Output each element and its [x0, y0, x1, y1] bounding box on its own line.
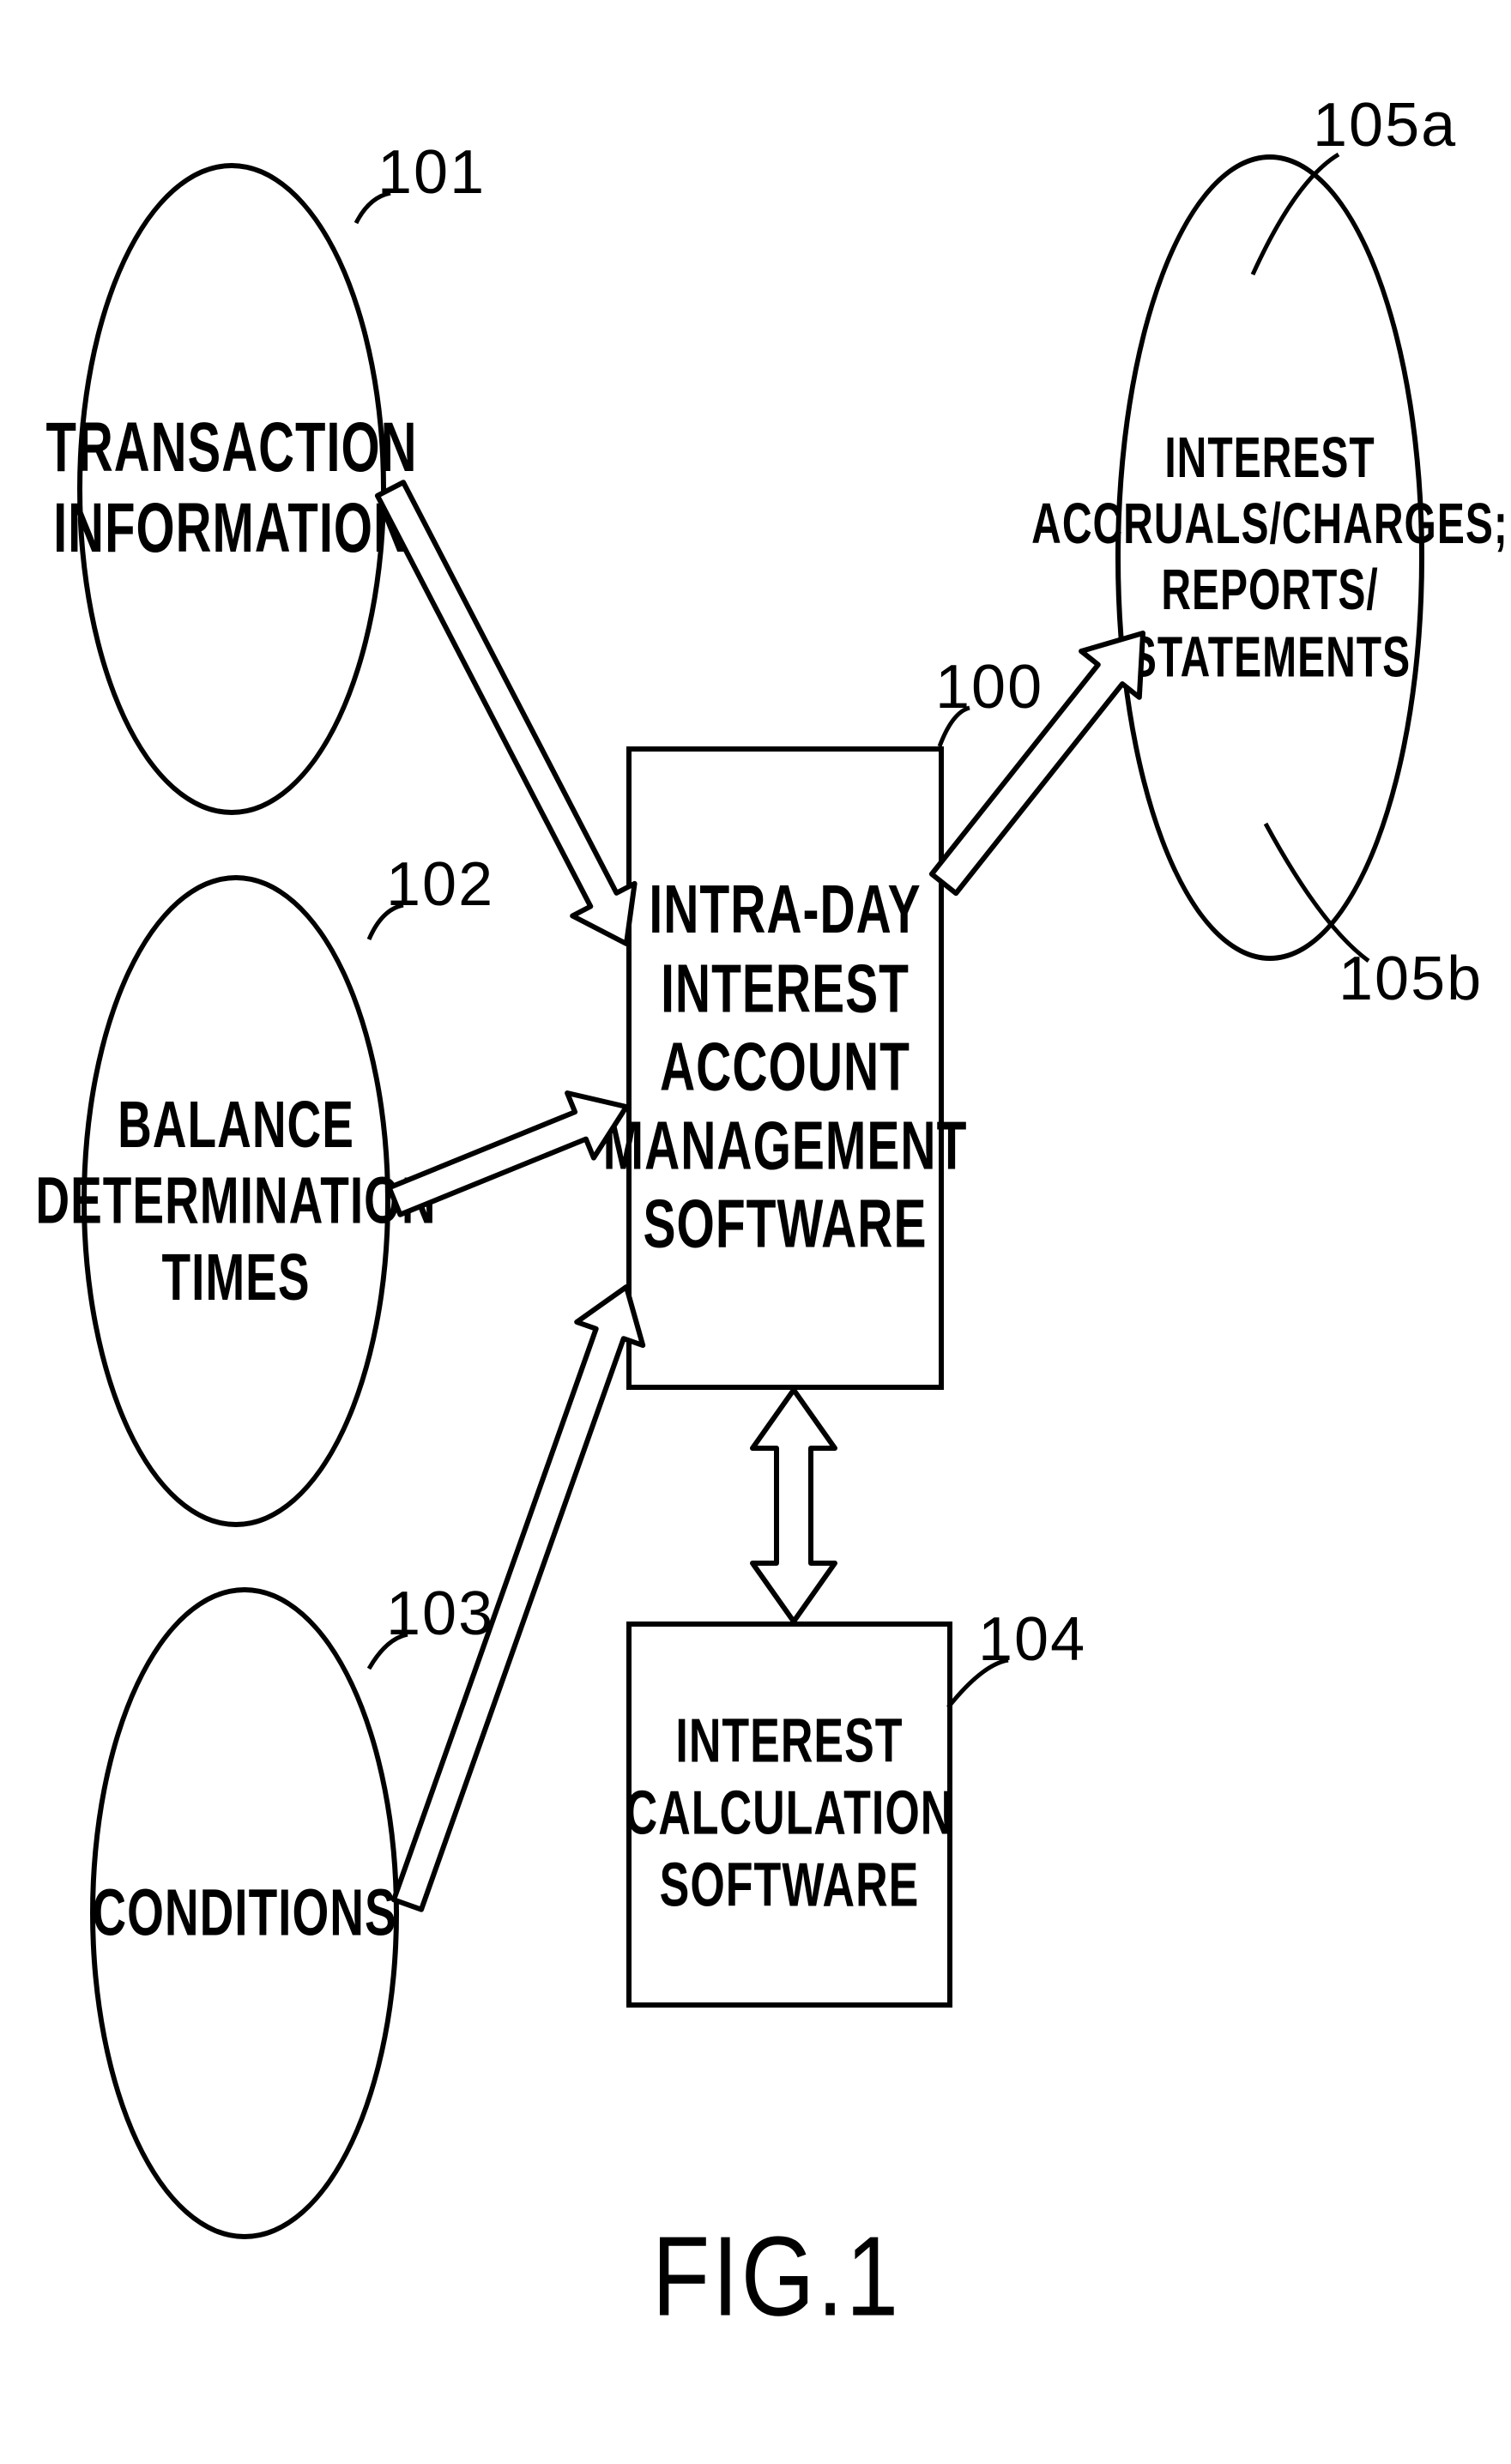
text-line: CONDITIONS — [92, 1875, 396, 1950]
node-text: INTEREST CALCULATION SOFTWARE — [626, 1706, 954, 1922]
node-conditions: CONDITIONS — [90, 1587, 399, 2239]
label-100: 100 — [935, 652, 1043, 722]
text-line: INFORMATION — [53, 489, 410, 567]
label-105b: 105b — [1339, 944, 1483, 1014]
node-balance-determination-times: BALANCE DETERMINATION TIMES — [82, 875, 390, 1527]
text-line: TRANSACTION — [45, 409, 417, 487]
label-103: 103 — [386, 1579, 494, 1649]
node-text: TRANSACTION INFORMATION — [45, 409, 417, 570]
text-line: DETERMINATION — [35, 1163, 436, 1238]
text-line: INTEREST — [661, 950, 910, 1027]
text-line: INTEREST — [1164, 426, 1375, 490]
text-line: ACCOUNT — [660, 1029, 910, 1106]
node-text: BALANCE DETERMINATION TIMES — [35, 1087, 436, 1315]
text-line: SOFTWARE — [644, 1187, 928, 1264]
text-line: REPORTS/ — [1161, 559, 1378, 622]
text-line: STATEMENTS — [1129, 625, 1411, 689]
diagram-container: TRANSACTION INFORMATION BALANCE DETERMIN… — [0, 0, 1511, 2464]
label-101: 101 — [378, 137, 486, 208]
node-text: INTEREST ACCRUALS/CHARGES; REPORTS/ STAT… — [1031, 425, 1508, 690]
label-104: 104 — [978, 1604, 1086, 1675]
node-intraday-interest-account-management-software: INTRA-DAY INTEREST ACCOUNT MANAGEMENT SO… — [626, 746, 944, 1390]
text-line: INTEREST — [675, 1706, 903, 1776]
text-line: TIMES — [161, 1239, 310, 1314]
node-interest-accruals-reports: INTEREST ACCRUALS/CHARGES; REPORTS/ STAT… — [1115, 154, 1424, 961]
label-102: 102 — [386, 849, 494, 920]
label-105a: 105a — [1313, 90, 1457, 160]
node-transaction-information: TRANSACTION INFORMATION — [77, 163, 386, 815]
figure-label: FIG.1 — [652, 2211, 901, 2341]
text-line: BALANCE — [118, 1087, 354, 1162]
node-interest-calculation-software: INTEREST CALCULATION SOFTWARE — [626, 1622, 952, 2008]
text-line: INTRA-DAY — [649, 872, 921, 949]
text-line: SOFTWARE — [660, 1851, 920, 1920]
text-line: CALCULATION — [626, 1779, 954, 1848]
text-line: ACCRUALS/CHARGES; — [1031, 492, 1508, 556]
node-text: INTRA-DAY INTEREST ACCOUNT MANAGEMENT SO… — [603, 872, 968, 1265]
text-line: MANAGEMENT — [603, 1108, 968, 1185]
node-text: CONDITIONS — [92, 1875, 396, 1952]
